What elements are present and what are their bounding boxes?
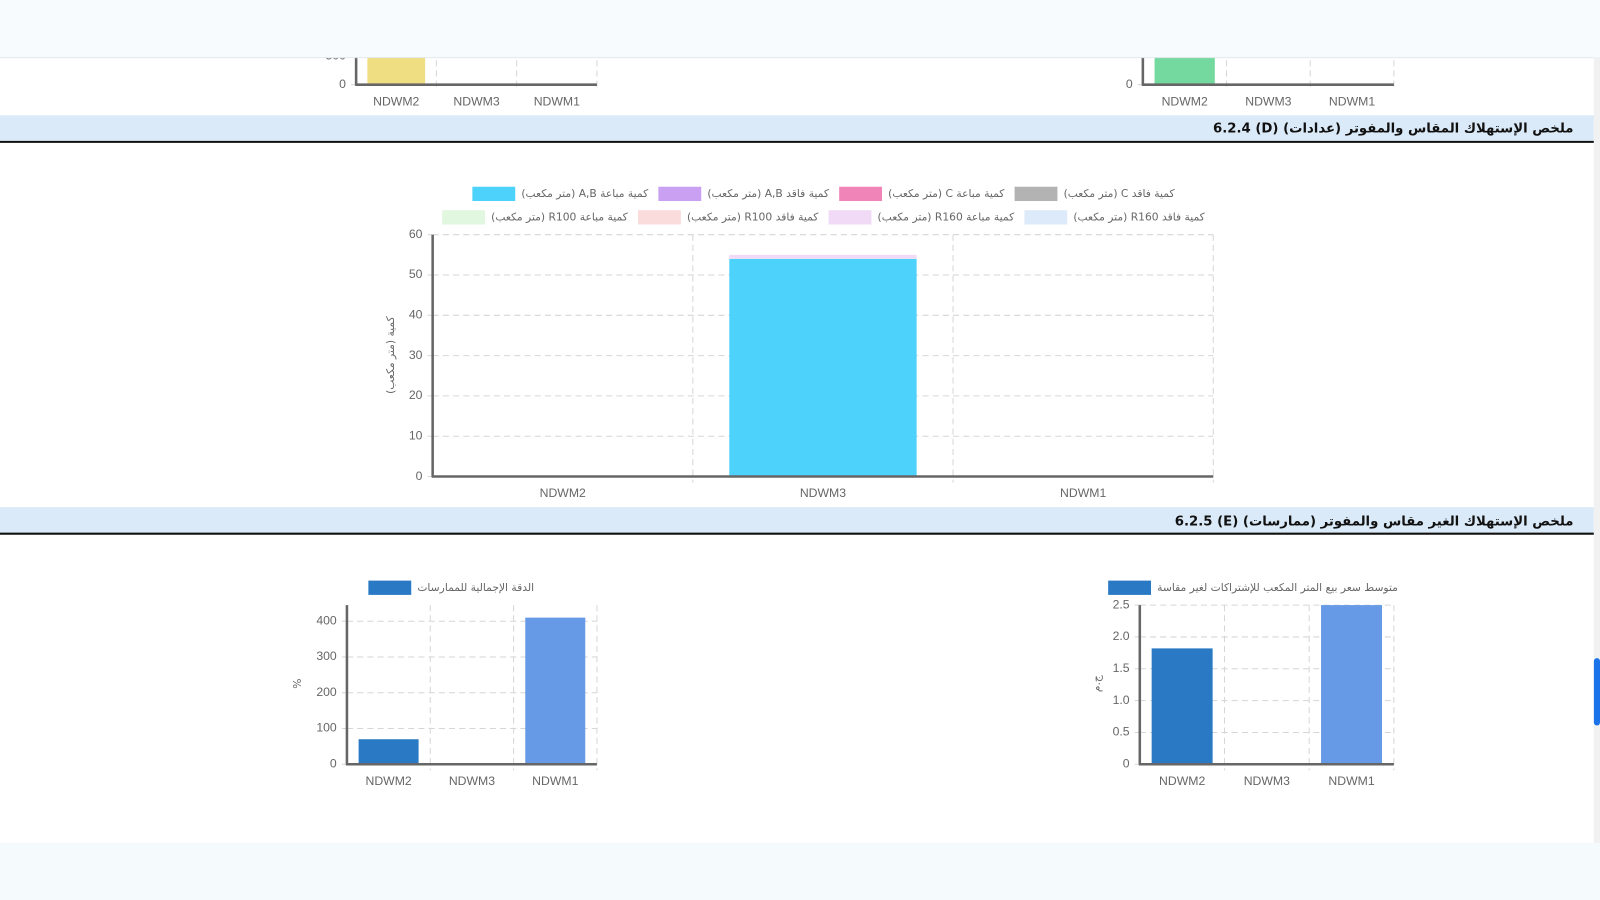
- y-tick-label: 500: [325, 48, 346, 62]
- chart: 0 100 200 300 400 NDWM2 NDWM3 NDWM1% الدقة الإجم…: [291, 580, 598, 788]
- bar: [729, 254, 917, 259]
- x-tick-label: NDWM2: [1159, 774, 1205, 788]
- x-tick-label: NDWM3: [449, 774, 495, 788]
- legend-label: كمية مباعة C (متر مكعب): [888, 187, 1005, 200]
- chart: 0 NDWM2 NDWM3 NDWM1: [1126, 57, 1395, 108]
- y-tick-label: 30: [409, 348, 423, 362]
- bar: [1321, 605, 1383, 765]
- y-axis-label: كمية (متر مكعب): [384, 315, 397, 393]
- y-tick-label: 1.0: [1113, 693, 1130, 707]
- y-tick-label: 0.5: [1113, 725, 1130, 739]
- bar: [729, 258, 917, 477]
- x-tick-label: NDWM3: [453, 94, 499, 108]
- section-header: [0, 507, 1594, 533]
- x-tick-label: NDWM2: [1162, 94, 1208, 108]
- x-tick-label: NDWM3: [1245, 94, 1291, 108]
- charts: 0500NDWM2NDWM3NDWM10NDWM2NDWM3NDWM101020…: [291, 48, 1398, 788]
- legend-swatch: [368, 580, 412, 595]
- x-tick-label: NDWM1: [534, 94, 580, 108]
- y-axis-label: ج.م: [1090, 675, 1103, 692]
- legend-swatch: [658, 186, 702, 202]
- bar: [1154, 57, 1215, 85]
- y-tick-label: 0: [1123, 757, 1130, 771]
- legend-label: كمية فاقد A,B (متر مكعب): [707, 187, 829, 200]
- x-tick-label: NDWM1: [1329, 94, 1375, 108]
- x-tick-label: NDWM1: [532, 774, 578, 788]
- y-tick-label: 20: [409, 388, 423, 402]
- legend-label: كمية مباعة R100 (متر مكعب): [491, 210, 629, 223]
- y-tick-label: 60: [409, 227, 423, 241]
- legend-swatch: [839, 186, 883, 202]
- legend-swatch: [472, 186, 516, 202]
- x-tick-label: NDWM2: [373, 94, 419, 108]
- y-tick-label: 0: [339, 77, 346, 91]
- chart: 0 500 NDWM2 NDWM3 NDWM1: [325, 48, 598, 108]
- section-title: ملخص الإستهلاك الغير مقاس والمفوتر (ممار…: [1175, 514, 1574, 529]
- bar: [358, 739, 419, 765]
- x-tick-label: NDWM3: [800, 486, 846, 500]
- y-tick-label: 300: [316, 649, 337, 663]
- legend-label: كمية فاقد C (متر مكعب): [1064, 187, 1176, 200]
- legend-label: كمية مباعة A,B (متر مكعب): [521, 187, 649, 200]
- scrollbar-track[interactable]: [1593, 57, 1600, 843]
- legend-label: كمية فاقد R160 (متر مكعب): [1073, 210, 1205, 223]
- y-tick-label: 400: [316, 613, 337, 627]
- top-bar: [0, 0, 1600, 58]
- y-tick-label: 2.0: [1113, 629, 1130, 643]
- section-header: [0, 115, 1594, 141]
- y-tick-label: 40: [409, 308, 423, 322]
- y-tick-label: 10: [409, 428, 423, 442]
- x-tick-label: NDWM2: [365, 774, 411, 788]
- legend-swatch: [442, 210, 486, 225]
- legend-label: متوسط سعر بيع المتر المكعب للإشتراكات لغ…: [1157, 581, 1398, 594]
- y-tick-label: 0: [416, 469, 423, 483]
- legend-swatch: [1108, 580, 1152, 595]
- bar: [367, 57, 426, 85]
- legend-swatch: [1014, 186, 1058, 202]
- legend-swatch: [637, 210, 681, 225]
- y-tick-label: 50: [409, 267, 423, 281]
- y-tick-label: 0: [1126, 77, 1133, 91]
- y-tick-label: 1.5: [1113, 661, 1130, 675]
- y-tick-label: 0: [330, 757, 337, 771]
- x-tick-label: NDWM1: [1328, 774, 1374, 788]
- bar: [525, 617, 586, 765]
- chart: 0 10 20 30 40 50 60 NDWM2 NDWM3 NDWM1 كمية (متر مك…: [384, 186, 1214, 500]
- x-tick-label: NDWM2: [540, 486, 586, 500]
- x-tick-label: NDWM1: [1060, 486, 1106, 500]
- y-tick-label: 100: [316, 721, 337, 735]
- scrollbar-thumb[interactable]: [1593, 658, 1600, 726]
- y-tick-label: 2.5: [1113, 597, 1130, 611]
- chart: 0 0.5 1.0 1.5 2.0 2.5 NDWM2 NDWM3 NDWM1 ج.م متوسط …: [1090, 580, 1398, 788]
- legend-swatch: [828, 210, 872, 225]
- y-axis-label: %: [291, 679, 304, 689]
- x-tick-label: NDWM3: [1244, 774, 1290, 788]
- bar: [1151, 648, 1213, 765]
- legend-label: الدقة الإجمالية للممارسات: [417, 581, 534, 594]
- legend-label: كمية فاقد R100 (متر مكعب): [687, 210, 819, 223]
- y-tick-label: 200: [316, 685, 337, 699]
- legend-label: كمية مباعة R160 (متر مكعب): [878, 210, 1016, 223]
- legend-swatch: [1024, 210, 1068, 225]
- section-title: ملخص الإستهلاك المقاس والمفوتر (عدادات) …: [1213, 122, 1573, 137]
